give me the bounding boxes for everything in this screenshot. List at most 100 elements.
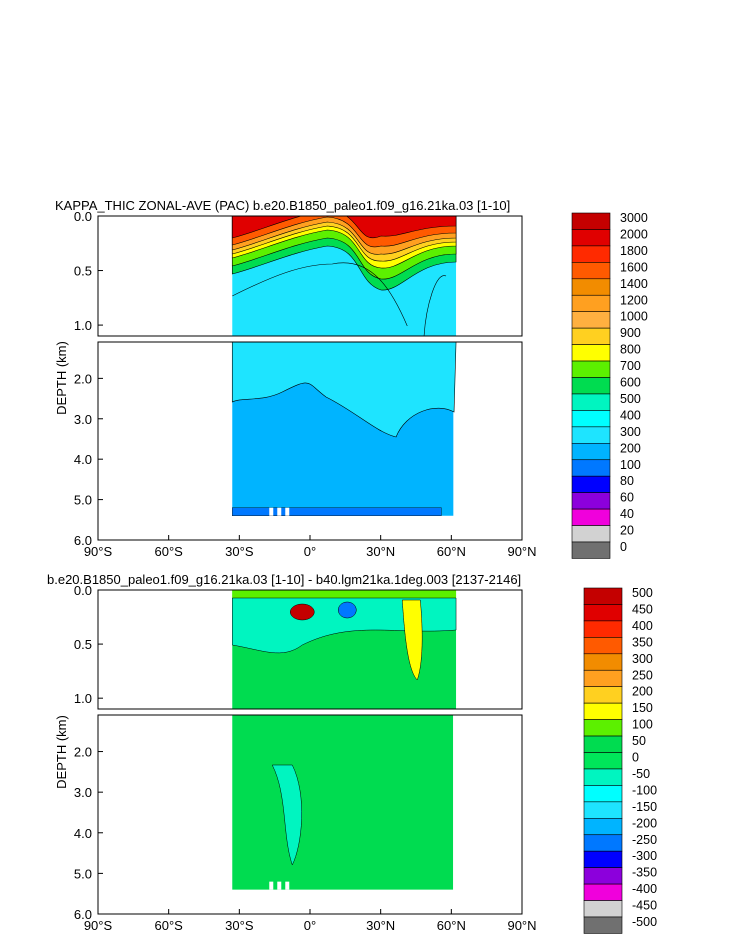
colorbar-label: 500 (620, 392, 641, 406)
colorbar-swatch (571, 525, 611, 543)
y-axis-label: DEPTH (km) (54, 715, 69, 789)
x-tick-label: 90°S (84, 544, 113, 559)
colorbar-label: 1200 (620, 293, 648, 307)
x-tick-label: 30°S (225, 918, 254, 933)
colorbar-swatch (571, 377, 611, 395)
colorbar-label: 900 (620, 326, 641, 340)
colorbar-label: -50 (632, 767, 650, 781)
colorbar-swatch (571, 229, 611, 247)
y-tick-label: 6.0 (74, 533, 92, 548)
contour-band (271, 764, 302, 866)
colorbar-swatch (583, 620, 623, 638)
colorbar-swatch (571, 459, 611, 477)
y-tick-label: 0.0 (74, 583, 92, 598)
colorbar-swatch (583, 916, 623, 934)
colorbar-swatch (571, 245, 611, 263)
colorbar-label: 800 (620, 343, 641, 357)
y-axis-label: DEPTH (km) (54, 341, 69, 415)
y-tick-label: 1.0 (74, 691, 92, 706)
colorbar-swatch (571, 541, 611, 559)
x-tick-label: 60°N (437, 918, 466, 933)
colorbar-label: -100 (632, 783, 657, 797)
colorbar-label: -200 (632, 816, 657, 830)
colorbar-swatch (583, 850, 623, 868)
colorbar-swatch (583, 900, 623, 918)
colorbar-swatch (583, 834, 623, 852)
contour-band (231, 216, 457, 239)
lower-subpanel (232, 715, 454, 890)
y-tick-label: 3.0 (74, 412, 92, 427)
x-tick-label: 0° (304, 918, 316, 933)
colorbar-label: -250 (632, 833, 657, 847)
bottom-layer (232, 507, 442, 516)
colorbar-label: -150 (632, 800, 657, 814)
y-tick-label: 6.0 (74, 907, 92, 922)
colorbar-label: 250 (632, 668, 653, 682)
colorbar-swatch (571, 393, 611, 411)
x-tick-label: 30°S (225, 544, 254, 559)
y-tick-label: 0.5 (74, 637, 92, 652)
colorbar-swatch (571, 492, 611, 510)
contour-line (232, 262, 408, 327)
anomaly-high (290, 603, 315, 621)
colorbar-label: -350 (632, 866, 657, 880)
x-tick-label: 0° (304, 544, 316, 559)
panel-bottom: b.e20.B1850_paleo1.f09_g16.21ka.03 [1-10… (47, 572, 657, 934)
field-fill (232, 715, 454, 890)
y-tick-label: 5.0 (74, 493, 92, 508)
colorbar: 3000200018001600140012001000900800700600… (571, 211, 648, 559)
colorbar-label: 300 (620, 425, 641, 439)
colorbar-label: -300 (632, 849, 657, 863)
y-tick-label: 4.0 (74, 826, 92, 841)
colorbar-label: 60 (620, 491, 634, 505)
colorbar-label: 1800 (620, 244, 648, 258)
colorbar-swatch (571, 475, 611, 493)
colorbar-swatch (583, 604, 623, 622)
colorbar-swatch (571, 311, 611, 329)
colorbar-swatch (583, 867, 623, 885)
colorbar-swatch (583, 735, 623, 753)
surface-band (232, 590, 457, 598)
y-tick-label: 0.0 (74, 209, 92, 224)
contour-band (231, 342, 457, 438)
colorbar: 500450400350300250200150100500-50-100-15… (583, 586, 657, 934)
colorbar-label: 400 (620, 408, 641, 422)
colorbar-label: 300 (632, 652, 653, 666)
colorbar-label: 450 (632, 602, 653, 616)
x-tick-label: 60°S (154, 918, 183, 933)
colorbar-label: 40 (620, 507, 634, 521)
topography-gap (277, 881, 282, 890)
x-tick-label: 60°N (437, 544, 466, 559)
y-tick-label: 5.0 (74, 866, 92, 881)
topography-gap (269, 881, 274, 890)
colorbar-swatch (571, 262, 611, 280)
colorbar-swatch (583, 653, 623, 671)
colorbar-label: 200 (632, 685, 653, 699)
topography-gap (285, 507, 290, 516)
panel-title: KAPPA_THIC ZONAL-AVE (PAC) b.e20.B1850_p… (55, 198, 510, 213)
colorbar-swatch (571, 344, 611, 362)
colorbar-label: -450 (632, 899, 657, 913)
colorbar-label: 2000 (620, 227, 648, 241)
anomaly-low (338, 601, 357, 619)
colorbar-label: 400 (632, 619, 653, 633)
colorbar-label: 1600 (620, 260, 648, 274)
y-tick-label: 3.0 (74, 785, 92, 800)
x-tick-label: 60°S (154, 544, 183, 559)
colorbar-label: 500 (632, 586, 653, 600)
colorbar-label: 100 (632, 718, 653, 732)
colorbar-swatch (571, 294, 611, 313)
colorbar-label: 80 (620, 474, 634, 488)
colorbar-label: 350 (632, 635, 653, 649)
topography-gap (285, 881, 290, 890)
panel-top: KAPPA_THIC ZONAL-AVE (PAC) b.e20.B1850_p… (54, 198, 648, 559)
colorbar-swatch (583, 686, 623, 704)
colorbar-label: 600 (620, 376, 641, 390)
axes-frame-upper (97, 215, 523, 337)
colorbar-label: 0 (620, 540, 627, 554)
colorbar-swatch (571, 442, 611, 461)
y-tick-label: 1.0 (74, 318, 92, 333)
colorbar-label: 200 (620, 441, 641, 455)
topography-gap (269, 507, 274, 516)
